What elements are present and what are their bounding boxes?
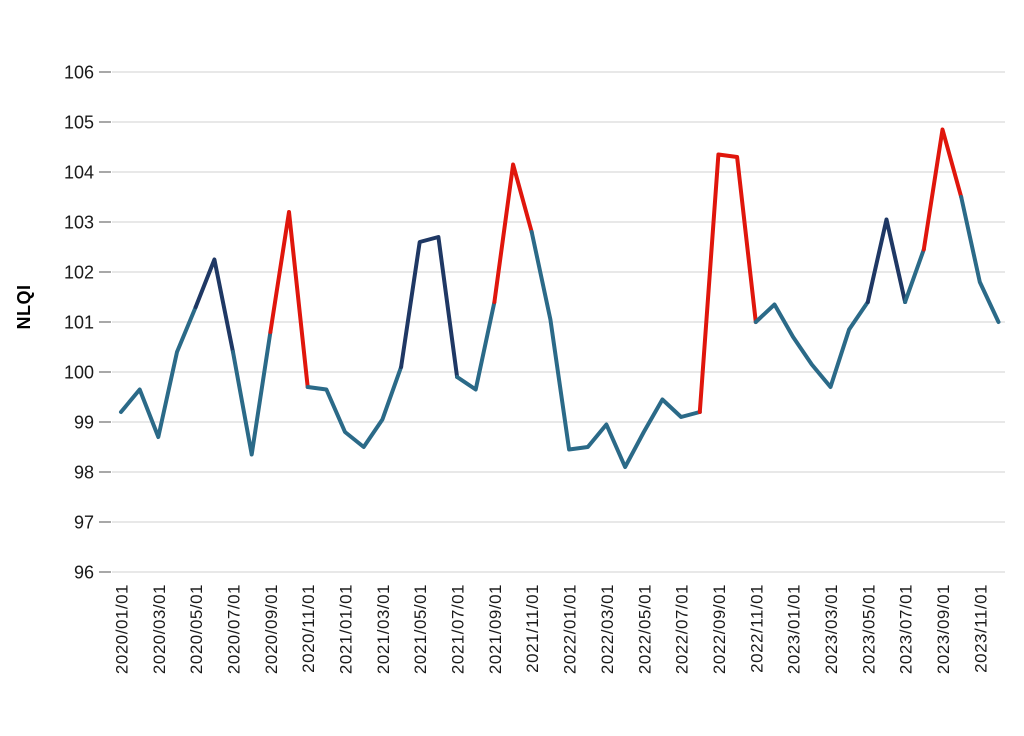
- x-tick-label: 2020/09/01: [262, 584, 281, 674]
- series-line-run-teal: [231, 330, 273, 457]
- y-tick-label: 101: [64, 313, 94, 333]
- y-axis-title: NLQI: [14, 284, 34, 330]
- series-line-run-red: [921, 127, 964, 252]
- y-tick-label: 97: [74, 513, 94, 533]
- y-axis-tick-marks: [99, 71, 111, 573]
- series-line-run-red: [268, 210, 310, 389]
- series-line-run-teal: [903, 247, 926, 304]
- series-line-run-navy: [399, 235, 460, 379]
- x-tick-label: 2020/05/01: [187, 584, 206, 674]
- y-tick-label: 99: [74, 413, 94, 433]
- x-tick-label: 2021/07/01: [449, 584, 468, 674]
- series-line-run-teal: [959, 195, 1001, 324]
- x-tick-label: 2020/07/01: [225, 584, 244, 674]
- x-tick-label: 2021/11/01: [523, 584, 542, 673]
- series-line-run-teal: [753, 300, 870, 389]
- series-line-run-teal: [305, 365, 404, 449]
- series-line-run-red: [492, 162, 534, 304]
- y-axis-tick-labels: 106 105 104 103 102 101 100 99 98 97 96: [64, 63, 94, 583]
- series-line-run-red: [697, 152, 758, 414]
- x-tick-label: 2023/03/01: [822, 584, 841, 674]
- series-line-run-teal: [455, 300, 497, 392]
- x-tick-label: 2022/09/01: [710, 584, 729, 674]
- x-tick-label: 2021/03/01: [374, 584, 393, 674]
- nlqi-series-line: [119, 127, 1001, 469]
- y-tick-label: 105: [64, 113, 94, 133]
- series-line-run-teal: [529, 230, 702, 469]
- x-tick-label: 2021/09/01: [486, 584, 505, 674]
- y-tick-label: 96: [74, 563, 94, 583]
- x-tick-label: 2020/03/01: [150, 584, 169, 674]
- x-tick-label: 2022/01/01: [561, 584, 580, 674]
- series-line-run-navy: [865, 217, 908, 304]
- x-tick-label: 2021/05/01: [411, 584, 430, 674]
- y-tick-label: 106: [64, 63, 94, 83]
- y-tick-label: 102: [64, 263, 94, 283]
- y-tick-label: 100: [64, 363, 94, 383]
- x-tick-label: 2021/01/01: [337, 584, 356, 674]
- x-tick-label: 2023/01/01: [785, 584, 804, 674]
- y-tick-label: 103: [64, 213, 94, 233]
- gridlines: [112, 71, 1005, 573]
- x-tick-label: 2022/03/01: [598, 584, 617, 674]
- x-tick-label: 2020/11/01: [299, 584, 318, 673]
- x-axis-tick-labels: 2020/01/01 2020/03/01 2020/05/01 2020/07/01…: [113, 584, 991, 674]
- series-line-run-teal: [119, 305, 198, 439]
- x-tick-label: 2022/11/01: [747, 584, 766, 673]
- x-tick-label: 2023/09/01: [934, 584, 953, 674]
- series-line-run-navy: [193, 257, 235, 354]
- y-tick-label: 98: [74, 463, 94, 483]
- x-tick-label: 2022/07/01: [673, 584, 692, 674]
- x-tick-label: 2023/05/01: [859, 584, 878, 674]
- x-tick-label: 2020/01/01: [113, 584, 132, 674]
- x-tick-label: 2022/05/01: [635, 584, 654, 674]
- y-tick-label: 104: [64, 163, 94, 183]
- x-tick-label: 2023/11/01: [971, 584, 990, 673]
- x-tick-label: 2023/07/01: [897, 584, 916, 674]
